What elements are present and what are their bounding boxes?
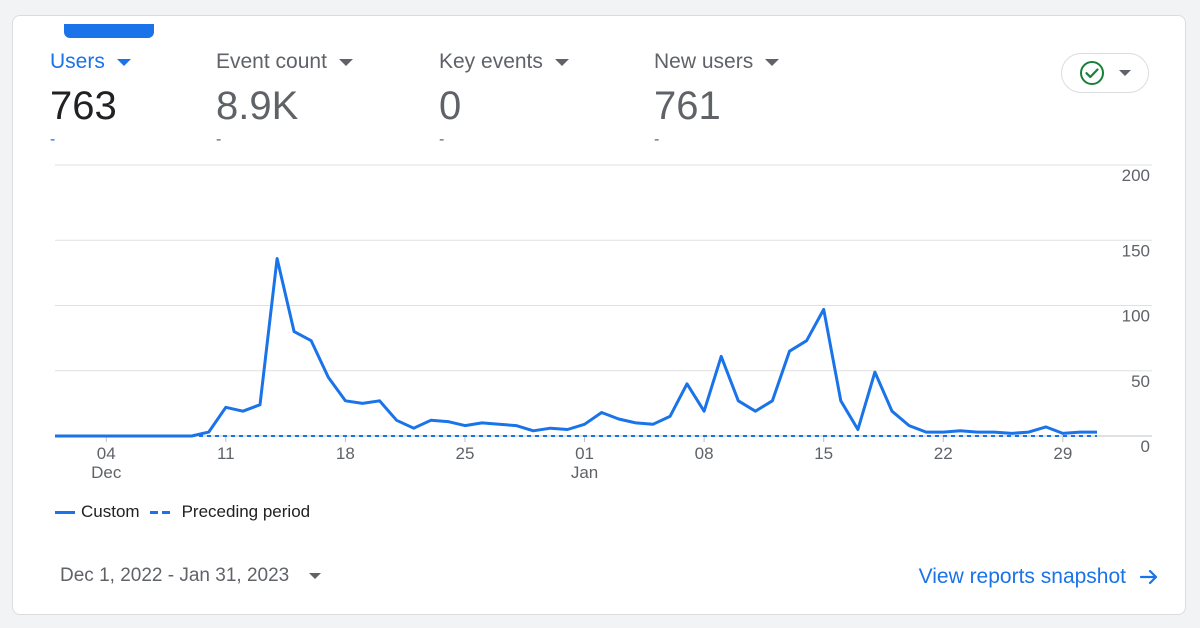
metric-value: 8.9K: [216, 84, 299, 128]
metric-delta: -: [439, 131, 445, 148]
metric-value: 761: [654, 84, 721, 128]
view-link-label: View reports snapshot: [918, 565, 1126, 588]
legend-item-preceding: Preceding period: [149, 502, 311, 522]
y-tick-label: 100: [1122, 307, 1150, 326]
metric-label: Users: [50, 50, 105, 73]
metric-value: 763: [50, 84, 117, 128]
check-circle-icon: [1080, 61, 1104, 85]
y-tick-label: 150: [1122, 241, 1150, 260]
data-quality-status-button[interactable]: [1061, 53, 1149, 93]
arrow-right-icon: [1139, 569, 1158, 585]
metric-tab-key-events[interactable]: Key events 0 -: [439, 50, 569, 160]
date-range-label: Dec 1, 2022 - Jan 31, 2023: [60, 565, 290, 586]
solid-line-swatch-icon: [55, 510, 75, 514]
caret-down-icon: [116, 58, 131, 66]
metric-label: New users: [654, 50, 754, 73]
series-line-custom: [55, 257, 1097, 438]
x-tick-label: 29: [1053, 444, 1072, 463]
view-reports-snapshot-link[interactable]: View reports snapshot: [919, 565, 1160, 589]
metric-tab-event-count[interactable]: Event count 8.9K -: [216, 50, 353, 160]
x-tick-label: 08: [695, 444, 714, 463]
metric-label: Event count: [216, 50, 327, 73]
x-tick-label: 25: [456, 444, 475, 463]
x-tick-sublabel: Dec: [91, 463, 122, 482]
metric-tab-users[interactable]: Users 763 -: [50, 50, 131, 160]
date-range-picker[interactable]: Dec 1, 2022 - Jan 31, 2023: [60, 565, 322, 587]
x-tick-label: 18: [336, 444, 355, 463]
legend-label: Preceding period: [181, 502, 311, 521]
y-tick-label: 50: [1131, 372, 1150, 391]
metric-value: 0: [439, 84, 462, 128]
metric-delta: -: [216, 131, 222, 148]
x-tick-label: 22: [934, 444, 953, 463]
legend-label: Custom: [81, 502, 140, 521]
x-tick-sublabel: Jan: [571, 463, 598, 482]
caret-down-icon: [338, 58, 353, 66]
active-tab-indicator: [64, 24, 154, 38]
legend-item-custom: Custom: [55, 502, 140, 522]
metric-tab-new-users[interactable]: New users 761 -: [654, 50, 780, 160]
x-tick-label: 01: [575, 444, 594, 463]
y-tick-label: 0: [1141, 437, 1150, 456]
caret-down-icon: [1119, 70, 1131, 76]
y-tick-label: 200: [1122, 166, 1150, 185]
caret-down-icon: [309, 573, 322, 579]
metric-label: Key events: [439, 50, 543, 73]
metric-delta: -: [654, 131, 660, 148]
users-overview-card: [12, 15, 1186, 615]
caret-down-icon: [765, 58, 780, 66]
chart-legend: Custom Preceding period: [55, 502, 320, 522]
x-tick-label: 04: [97, 444, 116, 463]
x-tick-label: 11: [217, 444, 235, 463]
caret-down-icon: [554, 58, 569, 66]
metric-delta: -: [50, 131, 56, 148]
dashed-line-swatch-icon: [149, 510, 170, 514]
x-tick-label: 15: [814, 444, 833, 463]
